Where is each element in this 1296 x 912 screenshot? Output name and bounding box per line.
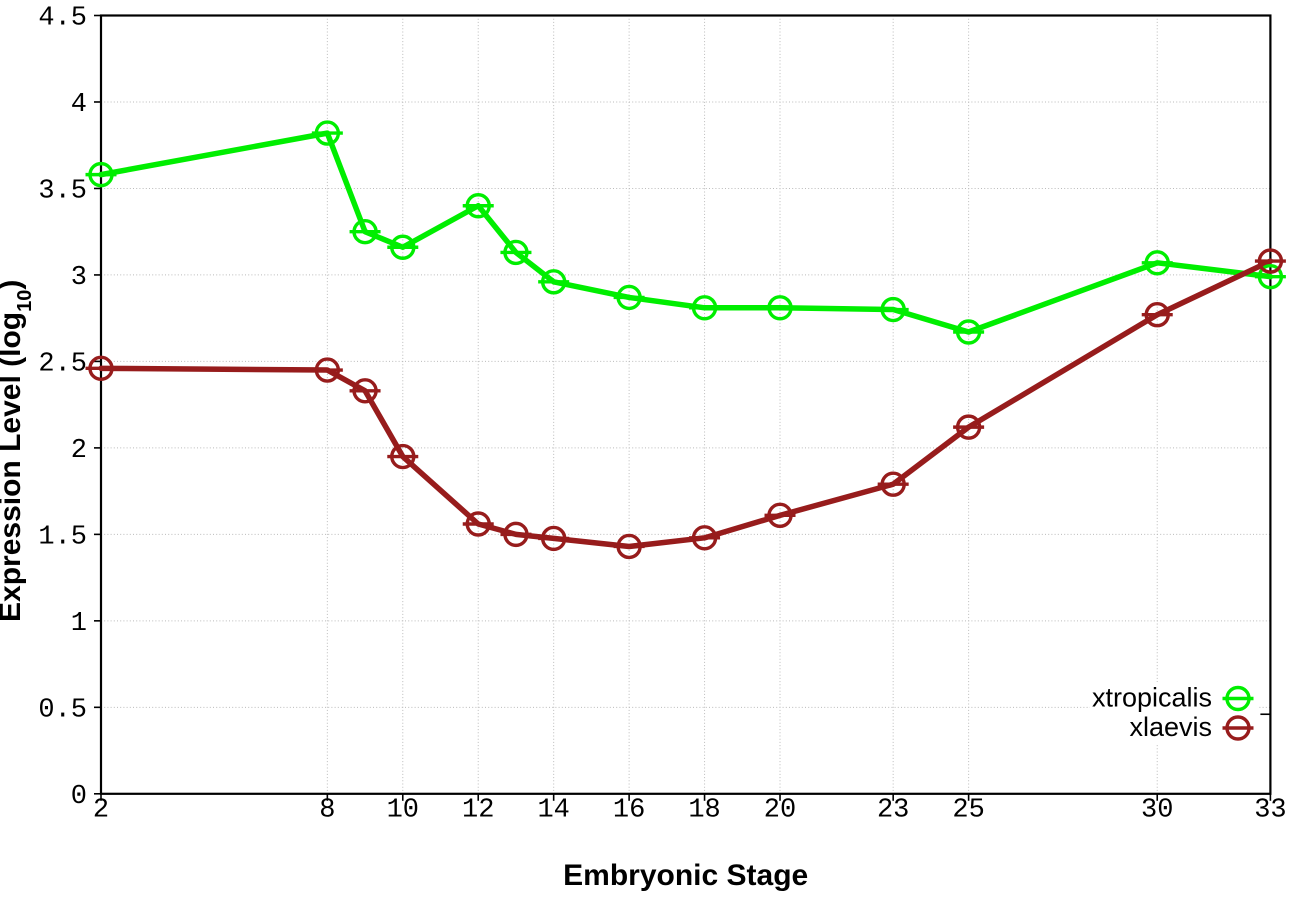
svg-text:10: 10 xyxy=(387,795,419,825)
svg-text:16: 16 xyxy=(613,795,645,825)
svg-text:4.5: 4.5 xyxy=(38,4,87,34)
svg-text:20: 20 xyxy=(764,795,796,825)
svg-text:18: 18 xyxy=(688,795,720,825)
svg-text:2.5: 2.5 xyxy=(38,349,87,379)
svg-text:4: 4 xyxy=(71,90,87,120)
svg-text:1.5: 1.5 xyxy=(38,522,87,552)
svg-text:xtropicalis: xtropicalis xyxy=(1092,683,1212,713)
svg-text:2: 2 xyxy=(93,795,109,825)
svg-text:30: 30 xyxy=(1141,795,1173,825)
svg-text:2: 2 xyxy=(71,436,87,466)
svg-text:14: 14 xyxy=(537,795,569,825)
svg-text:0: 0 xyxy=(71,782,87,812)
svg-text:0.5: 0.5 xyxy=(38,695,87,725)
svg-text:3.5: 3.5 xyxy=(38,176,87,206)
svg-text:33: 33 xyxy=(1254,795,1286,825)
svg-text:Embryonic Stage: Embryonic Stage xyxy=(563,859,808,892)
svg-text:12: 12 xyxy=(462,795,494,825)
svg-text:25: 25 xyxy=(952,795,984,825)
svg-text:1: 1 xyxy=(71,609,87,639)
svg-text:xlaevis: xlaevis xyxy=(1129,712,1212,742)
svg-text:3: 3 xyxy=(71,263,87,293)
svg-text:8: 8 xyxy=(319,795,335,825)
svg-text:23: 23 xyxy=(877,795,909,825)
